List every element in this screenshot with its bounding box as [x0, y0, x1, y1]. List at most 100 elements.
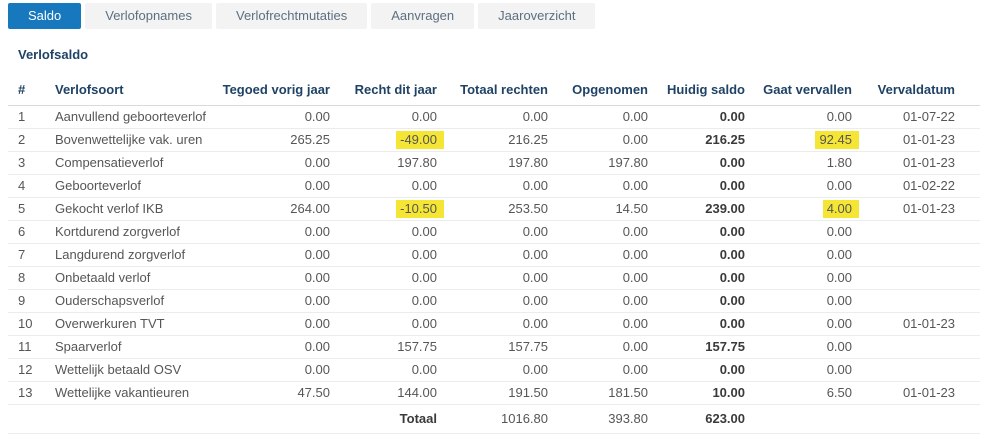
- total-cell-empty: [46, 404, 218, 434]
- cell-vervaldatum: 01-01-23: [852, 381, 955, 405]
- cell-opgenomen: 0.00: [548, 128, 648, 152]
- col-header-vervaldatum: Vervaldatum: [852, 76, 955, 106]
- cell-verlofsoort: Wettelijk betaald OSV: [46, 358, 218, 382]
- cell-recht-dit-jaar: 157.75: [330, 335, 437, 359]
- cell-spacer: [955, 358, 980, 382]
- cell-gaat-vervallen: 0.00: [745, 243, 852, 267]
- cell-tegoed-vorig-jaar: 0.00: [218, 220, 330, 244]
- cell-gaat-vervallen: 4.00: [745, 197, 859, 221]
- cell-opgenomen: 0.00: [548, 335, 648, 359]
- cell-tegoed-vorig-jaar: 0.00: [218, 243, 330, 267]
- cell-huidig-saldo: 157.75: [648, 335, 745, 359]
- cell-vervaldatum: 01-01-23: [852, 151, 955, 175]
- cell-spacer: [955, 335, 980, 359]
- cell-spacer: [955, 105, 980, 129]
- tab-label: Jaaroverzicht: [498, 8, 576, 23]
- cell-tegoed-vorig-jaar: 0.00: [218, 358, 330, 382]
- cell-vervaldatum: [852, 220, 955, 244]
- cell-opgenomen: 0.00: [548, 105, 648, 129]
- tab-jaaroverzicht[interactable]: Jaaroverzicht: [478, 3, 596, 29]
- cell-huidig-saldo: 216.25: [648, 128, 745, 152]
- total-totaal-rechten: 1016.80: [437, 404, 548, 434]
- table-row: 13 Wettelijke vakantieuren 47.50 144.00 …: [8, 381, 980, 405]
- total-cell-empty: [8, 404, 46, 434]
- header-row: # Verlofsoort Tegoed vorig jaar Recht di…: [8, 76, 980, 106]
- page-title: Verlofsaldo: [18, 47, 89, 62]
- cell-gaat-vervallen: 0.00: [745, 220, 852, 244]
- cell-gaat-vervallen: 0.00: [745, 358, 852, 382]
- cell-spacer: [955, 289, 980, 313]
- col-header-tegoed-vorig-jaar: Tegoed vorig jaar: [218, 76, 330, 106]
- cell-huidig-saldo: 0.00: [648, 266, 745, 290]
- cell-opgenomen: 14.50: [548, 197, 648, 221]
- col-header-huidig-saldo: Huidig saldo: [648, 76, 745, 106]
- cell-recht-dit-jaar: 197.80: [330, 151, 437, 175]
- cell-tegoed-vorig-jaar: 0.00: [218, 335, 330, 359]
- cell-number: 10: [8, 312, 46, 336]
- cell-vervaldatum: [852, 243, 955, 267]
- total-cell-empty: [218, 404, 330, 434]
- cell-number: 2: [8, 128, 46, 152]
- cell-tegoed-vorig-jaar: 0.00: [218, 289, 330, 313]
- cell-totaal-rechten: 157.75: [437, 335, 548, 359]
- highlighted-value: 92.45: [815, 131, 859, 149]
- table-row: 12 Wettelijk betaald OSV 0.00 0.00 0.00 …: [8, 358, 980, 382]
- cell-opgenomen: 0.00: [548, 174, 648, 198]
- cell-totaal-rechten: 0.00: [437, 105, 548, 129]
- cell-totaal-rechten: 0.00: [437, 243, 548, 267]
- cell-number: 3: [8, 151, 46, 175]
- cell-number: 13: [8, 381, 46, 405]
- cell-recht-dit-jaar: 0.00: [330, 289, 437, 313]
- table-row: 7 Langdurend zorgverlof 0.00 0.00 0.00 0…: [8, 243, 980, 267]
- cell-gaat-vervallen: 92.45: [745, 128, 859, 152]
- cell-opgenomen: 0.00: [548, 266, 648, 290]
- tab-label: Aanvragen: [391, 8, 455, 23]
- cell-verlofsoort: Kortdurend zorgverlof: [46, 220, 218, 244]
- cell-vervaldatum: [852, 266, 955, 290]
- cell-gaat-vervallen: 6.50: [745, 381, 852, 405]
- cell-totaal-rechten: 253.50: [437, 197, 548, 221]
- cell-totaal-rechten: 0.00: [437, 312, 548, 336]
- tab-bar: Saldo Verlofopnames Verlofrechtmutaties Aan…: [0, 0, 999, 29]
- cell-totaal-rechten: 0.00: [437, 220, 548, 244]
- cell-gaat-vervallen: 0.00: [745, 105, 852, 129]
- cell-verlofsoort: Langdurend zorgverlof: [46, 243, 218, 267]
- cell-tegoed-vorig-jaar: 0.00: [218, 266, 330, 290]
- cell-verlofsoort: Bovenwettelijke vak. uren: [46, 128, 218, 152]
- cell-recht-dit-jaar: 0.00: [330, 105, 437, 129]
- table-row: 4 Geboorteverlof 0.00 0.00 0.00 0.00 0.0…: [8, 174, 980, 198]
- verlofsaldo-table: # Verlofsoort Tegoed vorig jaar Recht di…: [8, 76, 980, 434]
- cell-gaat-vervallen: 0.00: [745, 335, 852, 359]
- col-header-spacer: [955, 76, 980, 106]
- cell-tegoed-vorig-jaar: 0.00: [218, 174, 330, 198]
- cell-verlofsoort: Compensatieverlof: [46, 151, 218, 175]
- table-row: 6 Kortdurend zorgverlof 0.00 0.00 0.00 0…: [8, 220, 980, 244]
- cell-vervaldatum: 01-01-23: [852, 128, 955, 152]
- cell-number: 5: [8, 197, 46, 221]
- cell-huidig-saldo: 0.00: [648, 289, 745, 313]
- cell-verlofsoort: Onbetaald verlof: [46, 266, 218, 290]
- cell-tegoed-vorig-jaar: 0.00: [218, 312, 330, 336]
- tab-verlofrechtmutaties[interactable]: Verlofrechtmutaties: [215, 3, 368, 29]
- table-row: 10 Overwerkuren TVT 0.00 0.00 0.00 0.00 …: [8, 312, 980, 336]
- cell-huidig-saldo: 0.00: [648, 243, 745, 267]
- cell-vervaldatum: 01-07-22: [852, 105, 955, 129]
- cell-verlofsoort: Geboorteverlof: [46, 174, 218, 198]
- cell-spacer: [955, 243, 980, 267]
- cell-totaal-rechten: 0.00: [437, 289, 548, 313]
- cell-gaat-vervallen: 0.00: [745, 312, 852, 336]
- total-cell-spacer: [955, 404, 980, 434]
- tab-aanvragen[interactable]: Aanvragen: [371, 3, 475, 29]
- tab-verlofopnames[interactable]: Verlofopnames: [85, 3, 212, 29]
- cell-huidig-saldo: 0.00: [648, 174, 745, 198]
- cell-spacer: [955, 381, 980, 405]
- cell-huidig-saldo: 10.00: [648, 381, 745, 405]
- tab-saldo[interactable]: Saldo: [8, 3, 82, 29]
- cell-vervaldatum: 01-02-22: [852, 174, 955, 198]
- table-body: 1 Aanvullend geboorteverlof 0.00 0.00 0.…: [8, 105, 980, 405]
- cell-number: 4: [8, 174, 46, 198]
- cell-verlofsoort: Ouderschapsverlof: [46, 289, 218, 313]
- table-row: 11 Spaarverlof 0.00 157.75 157.75 0.00 1…: [8, 335, 980, 359]
- cell-huidig-saldo: 0.00: [648, 358, 745, 382]
- cell-vervaldatum: [852, 358, 955, 382]
